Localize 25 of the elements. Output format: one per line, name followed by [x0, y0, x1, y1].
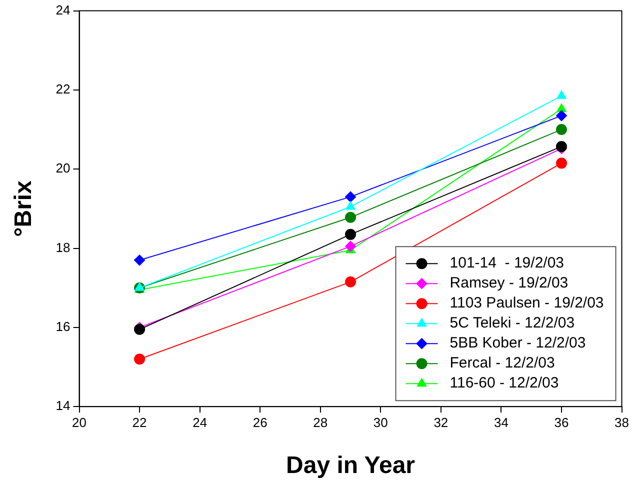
x-tick-label: 20 — [72, 414, 86, 430]
x-tick-label: 34 — [494, 414, 508, 430]
x-tick-label: 38 — [614, 414, 630, 430]
x-tick-label: 32 — [434, 414, 448, 430]
x-tick-label: 24 — [192, 414, 208, 430]
legend-label: Fercal - 12/2/03 — [450, 354, 555, 372]
x-tick-label: 36 — [554, 414, 569, 430]
y-tick-label: 18 — [56, 240, 70, 255]
legend-label: 101-14 - 19/2/03 — [450, 254, 564, 272]
y-axis-title: °Brix — [10, 180, 38, 237]
x-tick-label: 26 — [252, 414, 268, 430]
legend-label: 5BB Kober - 12/2/03 — [450, 334, 586, 352]
x-axis-title: Day in Year — [286, 452, 416, 480]
x-tick-label: 28 — [313, 414, 328, 430]
legend-label: 116-60 - 12/2/03 — [450, 374, 559, 392]
legend-label: 5C Teleki - 12/2/03 — [450, 314, 575, 332]
x-tick-label: 22 — [132, 414, 147, 430]
legend-label: 1103 Paulsen - 19/2/03 — [450, 294, 604, 312]
y-tick-label: 24 — [56, 2, 70, 18]
x-tick-label: 30 — [373, 414, 388, 430]
y-tick-label: 16 — [56, 319, 70, 334]
legend-label: Ramsey - 19/2/03 — [450, 274, 568, 292]
y-tick-label: 22 — [56, 82, 70, 97]
y-tick-label: 20 — [56, 160, 70, 176]
y-tick-label: 14 — [56, 398, 70, 414]
